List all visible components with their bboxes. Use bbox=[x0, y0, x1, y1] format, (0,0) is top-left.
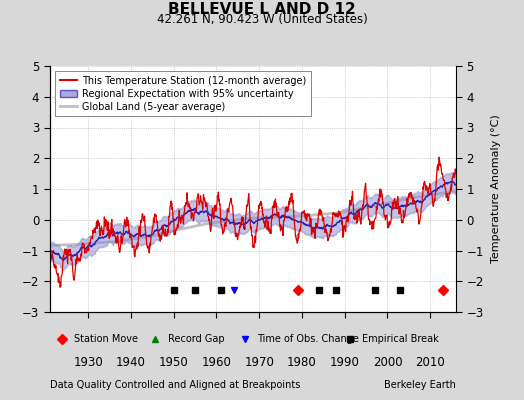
Text: 1950: 1950 bbox=[159, 356, 189, 369]
Text: Berkeley Earth: Berkeley Earth bbox=[384, 380, 456, 390]
Text: Data Quality Controlled and Aligned at Breakpoints: Data Quality Controlled and Aligned at B… bbox=[50, 380, 300, 390]
Y-axis label: Temperature Anomaly (°C): Temperature Anomaly (°C) bbox=[490, 115, 500, 263]
Text: 2010: 2010 bbox=[416, 356, 445, 369]
Text: Station Move: Station Move bbox=[74, 334, 138, 344]
Text: 1930: 1930 bbox=[73, 356, 103, 369]
Text: 1990: 1990 bbox=[330, 356, 359, 369]
Text: Time of Obs. Change: Time of Obs. Change bbox=[257, 334, 359, 344]
Text: 1980: 1980 bbox=[287, 356, 317, 369]
Text: 1960: 1960 bbox=[202, 356, 232, 369]
Text: 1940: 1940 bbox=[116, 356, 146, 369]
Text: Empirical Break: Empirical Break bbox=[363, 334, 439, 344]
Legend: This Temperature Station (12-month average), Regional Expectation with 95% uncer: This Temperature Station (12-month avera… bbox=[54, 71, 311, 116]
Text: 2000: 2000 bbox=[373, 356, 402, 369]
Text: 1970: 1970 bbox=[244, 356, 274, 369]
Text: 42.261 N, 90.423 W (United States): 42.261 N, 90.423 W (United States) bbox=[157, 13, 367, 26]
Text: Record Gap: Record Gap bbox=[168, 334, 224, 344]
Text: BELLEVUE L AND D 12: BELLEVUE L AND D 12 bbox=[168, 2, 356, 17]
